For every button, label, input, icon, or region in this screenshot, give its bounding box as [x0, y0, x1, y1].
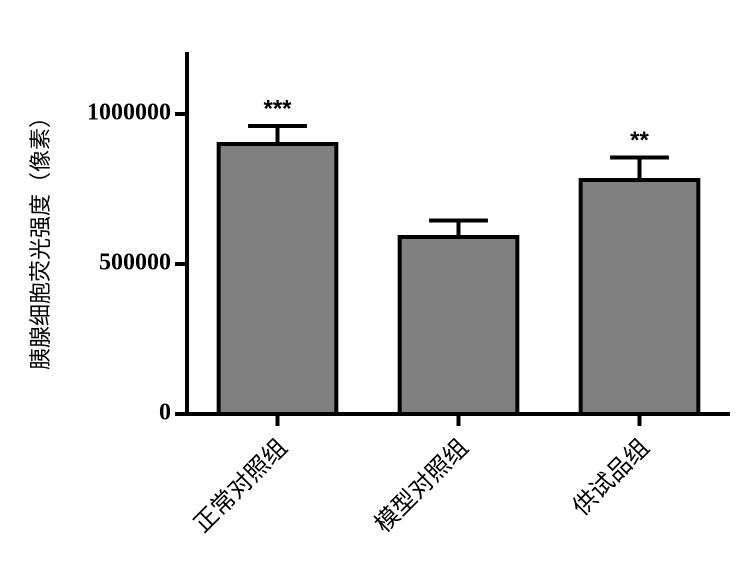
y-tick-label: 0 [159, 400, 171, 426]
x-tick-label: 正常对照组 [188, 433, 293, 538]
x-tick-label: 供试品组 [567, 433, 655, 521]
bar [578, 178, 701, 416]
x-tick-label: 模型对照组 [369, 433, 474, 538]
y-axis-label: 胰腺细胞荧光强度（像素） [29, 106, 54, 370]
bar [397, 235, 520, 416]
significance: ** [630, 127, 649, 154]
y-tick-label: 500000 [99, 250, 171, 276]
y-tick-label: 1000000 [87, 100, 171, 126]
bar [216, 142, 339, 416]
significance: *** [263, 95, 292, 122]
